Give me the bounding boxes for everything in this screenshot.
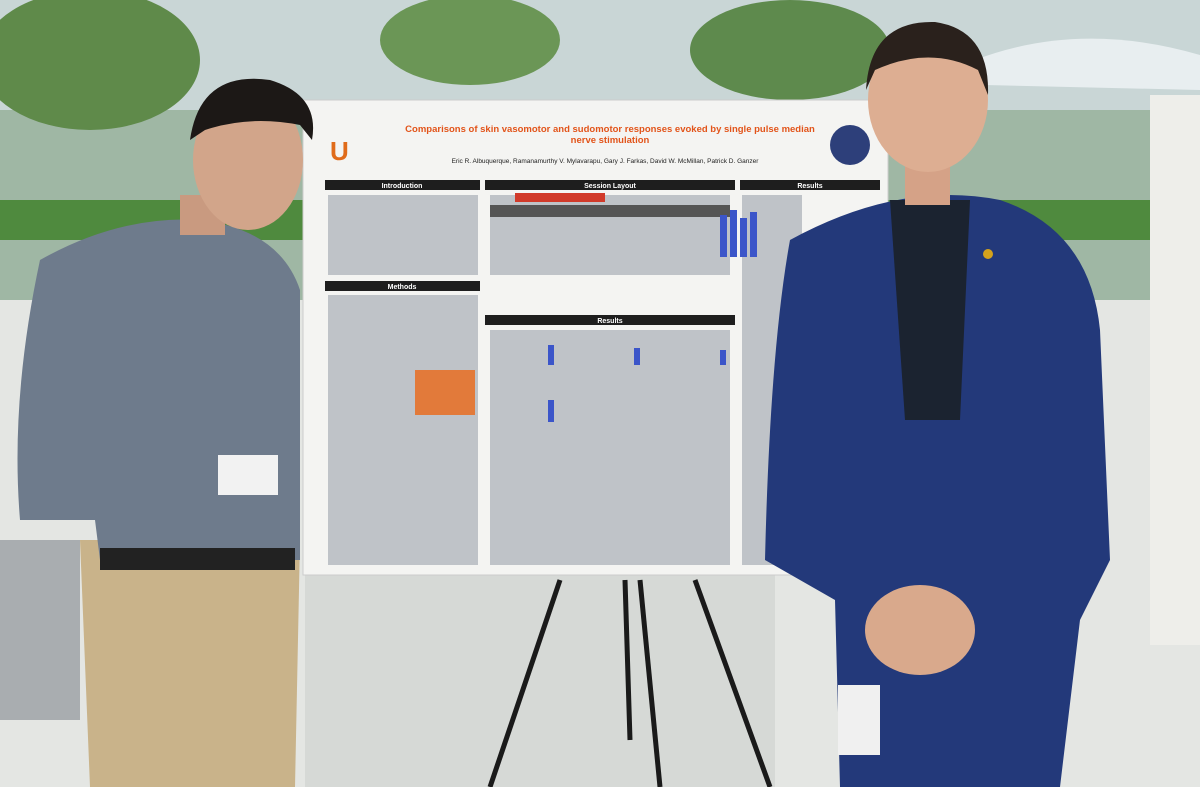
section-heading: Session Layout bbox=[584, 183, 636, 190]
poster-title: Comparisons of skin vasomotor and sudomo… bbox=[405, 124, 815, 146]
palm-tree bbox=[0, 0, 200, 130]
board-edge bbox=[1150, 95, 1200, 645]
umbrella bbox=[975, 38, 1200, 90]
section-heading: Methods bbox=[388, 284, 417, 291]
person-left bbox=[17, 78, 314, 787]
logo-badge bbox=[830, 125, 870, 165]
person-right bbox=[765, 21, 1110, 787]
section-bar bbox=[740, 180, 880, 190]
bench bbox=[0, 540, 80, 720]
section-bar bbox=[325, 180, 480, 190]
session-phase bbox=[515, 193, 605, 202]
poster-title-box: Comparisons of skin vasomotor and sudomo… bbox=[405, 124, 815, 146]
logo: U bbox=[330, 136, 349, 166]
section-bar bbox=[485, 180, 735, 190]
section-heading: Introduction bbox=[382, 183, 423, 190]
tree bbox=[690, 0, 890, 100]
section-bar bbox=[485, 315, 735, 325]
methods-figure bbox=[415, 370, 475, 415]
section-heading: Results bbox=[597, 318, 622, 325]
window-floor bbox=[305, 560, 775, 787]
session-diagram bbox=[490, 205, 730, 217]
poster-authors: Eric R. Albuquerque, Ramanamurthy V. Myl… bbox=[452, 158, 760, 165]
section-bar bbox=[325, 281, 480, 291]
figure-bars bbox=[548, 210, 757, 422]
tree bbox=[380, 0, 560, 85]
easel bbox=[487, 579, 773, 787]
section-heading: Results bbox=[797, 183, 822, 190]
